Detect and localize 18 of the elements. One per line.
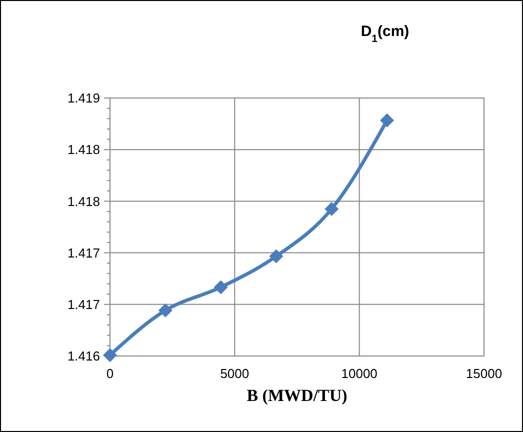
y-tick-label: 1.419: [67, 90, 100, 106]
point: [214, 280, 228, 294]
x-tick-label: 5000: [220, 366, 250, 381]
x-axis-title: B (MWD/TU): [246, 386, 348, 405]
x-tick-label: 0: [106, 366, 114, 381]
x-tick-label: 15000: [466, 366, 502, 381]
chart-title: D$_{1}$(cm): [360, 23, 410, 45]
y-tick-label: 1.416: [67, 348, 100, 364]
x-tick-label: 10000: [341, 366, 378, 381]
y-tick-label: 1.418: [67, 142, 100, 158]
y-tick-label: 1.417: [67, 296, 100, 312]
point: [324, 202, 339, 216]
point: [380, 113, 394, 128]
y-tick-label: 1.418: [67, 194, 100, 209]
point: [158, 303, 172, 318]
y-tick-label: 1.417: [67, 245, 100, 260]
point: [269, 249, 284, 264]
point: [103, 348, 117, 362]
